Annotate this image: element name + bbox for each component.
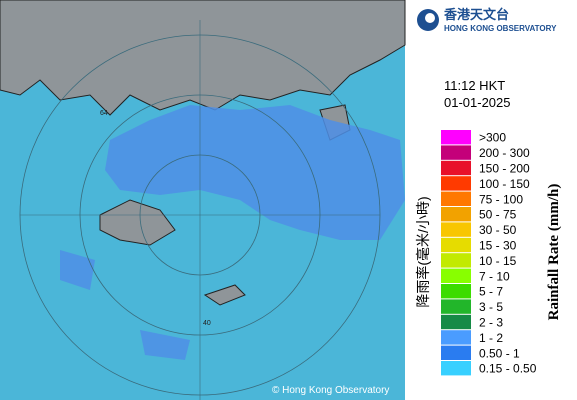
legend-swatch [441, 361, 471, 376]
legend-label: 1 - 2 [479, 331, 503, 345]
legend-swatch [441, 253, 471, 268]
logo-english: HONG KONG OBSERVATORY [444, 24, 557, 33]
copyright: © Hong Kong Observatory [272, 385, 389, 396]
rain-echo [105, 105, 405, 240]
date: 01-01-2025 [444, 95, 511, 110]
logo-chinese: 香港天文台 [443, 7, 509, 22]
land-island [203, 284, 246, 306]
rain-echo [60, 250, 95, 290]
legend-label: 3 - 5 [479, 300, 503, 314]
legend-swatch [441, 237, 471, 253]
ring-label: 64 [100, 110, 108, 117]
legend-swatch [441, 345, 471, 360]
logo-mark [425, 13, 435, 23]
legend-label: 50 - 75 [479, 208, 517, 222]
legend-label: 5 - 7 [479, 285, 503, 299]
legend-label: 0.50 - 1 [479, 346, 520, 360]
legend-label: 15 - 30 [479, 239, 517, 253]
legend-label: 30 - 50 [479, 223, 517, 237]
legend-swatch [441, 299, 471, 314]
legend-label: 10 - 15 [479, 254, 517, 268]
legend-label: 200 - 300 [479, 146, 530, 160]
land-mainland [0, 0, 406, 116]
time: 11:12 HKT [444, 78, 505, 93]
legend-label: 100 - 150 [479, 177, 530, 191]
rain-echo [140, 330, 190, 360]
legend-label: 75 - 100 [479, 192, 523, 206]
legend-title-english: Rainfall Rate (mm/h) [546, 184, 562, 321]
legend-swatch [441, 176, 471, 191]
legend-label: 2 - 3 [479, 316, 503, 330]
legend-title-chinese: 降雨率(毫米/小時) [415, 196, 431, 307]
radar-map: 64 40 © Hong Kong Observatory [0, 0, 406, 400]
logo: 香港天文台 HONG KONG OBSERVATORY [417, 7, 557, 33]
land-island [99, 199, 176, 246]
legend-label: 150 - 200 [479, 162, 530, 176]
legend-label: 7 - 10 [479, 269, 510, 283]
legend-swatch [441, 268, 471, 283]
legend-swatch [441, 145, 471, 160]
legend-swatch [441, 207, 471, 222]
legend-label: 0.15 - 0.50 [479, 362, 537, 376]
legend-swatch [441, 284, 471, 299]
legend-swatch [441, 191, 471, 206]
ring-label: 40 [203, 320, 211, 327]
legend-swatch [441, 160, 471, 176]
legend-swatch [441, 314, 471, 330]
legend-swatch [441, 130, 471, 145]
legend-swatch [441, 330, 471, 345]
legend-swatch [441, 222, 471, 237]
legend-label: >300 [479, 131, 506, 145]
